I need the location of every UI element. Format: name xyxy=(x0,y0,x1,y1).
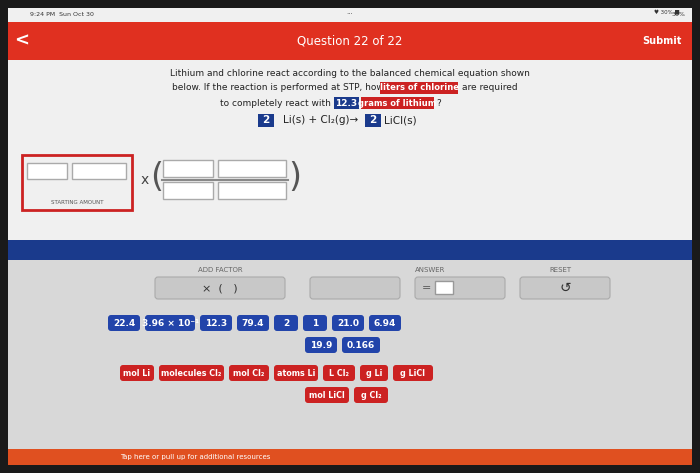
FancyBboxPatch shape xyxy=(520,277,610,299)
FancyBboxPatch shape xyxy=(159,365,224,381)
FancyBboxPatch shape xyxy=(369,315,401,331)
Text: 2: 2 xyxy=(370,115,377,125)
Text: Tap here or pull up for additional resources: Tap here or pull up for additional resou… xyxy=(120,454,270,460)
Text: 19.9: 19.9 xyxy=(310,341,332,350)
FancyBboxPatch shape xyxy=(108,315,140,331)
Text: ANSWER: ANSWER xyxy=(415,267,445,273)
Text: 2: 2 xyxy=(262,115,270,125)
FancyBboxPatch shape xyxy=(360,365,388,381)
FancyBboxPatch shape xyxy=(274,315,298,331)
Bar xyxy=(258,114,274,127)
Text: 12.3: 12.3 xyxy=(335,98,358,107)
FancyBboxPatch shape xyxy=(332,315,364,331)
Text: are required: are required xyxy=(462,84,517,93)
Text: 30%: 30% xyxy=(671,12,685,18)
FancyBboxPatch shape xyxy=(237,315,269,331)
Text: Question 22 of 22: Question 22 of 22 xyxy=(298,35,402,47)
Bar xyxy=(72,163,126,179)
Bar xyxy=(8,8,692,22)
Text: ADD FACTOR: ADD FACTOR xyxy=(197,267,242,273)
Text: 3.96 × 10⁻¹: 3.96 × 10⁻¹ xyxy=(141,318,199,327)
Text: Submit: Submit xyxy=(643,36,682,46)
Text: ...: ... xyxy=(346,9,354,15)
Text: liters of chlorine: liters of chlorine xyxy=(379,84,458,93)
Text: atoms Li: atoms Li xyxy=(276,368,315,377)
FancyBboxPatch shape xyxy=(354,387,388,403)
Bar xyxy=(8,22,692,60)
Bar xyxy=(435,281,453,294)
Text: 21.0: 21.0 xyxy=(337,318,359,327)
Text: (: ( xyxy=(150,160,164,193)
Text: below. If the reaction is performed at STP, how many: below. If the reaction is performed at S… xyxy=(172,84,412,93)
Text: 0.166: 0.166 xyxy=(347,341,375,350)
FancyBboxPatch shape xyxy=(415,277,505,299)
Text: L Cl₂: L Cl₂ xyxy=(329,368,349,377)
FancyBboxPatch shape xyxy=(342,337,380,353)
Text: 22.4: 22.4 xyxy=(113,318,135,327)
Text: ♥ 30% ■: ♥ 30% ■ xyxy=(654,9,680,15)
FancyBboxPatch shape xyxy=(393,365,433,381)
Bar xyxy=(218,160,286,177)
Text: STARTING AMOUNT: STARTING AMOUNT xyxy=(50,200,104,204)
Text: 12.3: 12.3 xyxy=(205,318,227,327)
Text: 1: 1 xyxy=(312,318,318,327)
Text: ↺: ↺ xyxy=(559,281,570,295)
Text: mol LiCl: mol LiCl xyxy=(309,391,345,400)
Bar xyxy=(8,260,692,457)
Text: ): ) xyxy=(288,160,302,193)
FancyBboxPatch shape xyxy=(229,365,269,381)
Text: RESET: RESET xyxy=(549,267,571,273)
Bar xyxy=(334,97,359,109)
Text: grams of lithium: grams of lithium xyxy=(358,98,437,107)
Text: LiCl(s): LiCl(s) xyxy=(384,115,416,125)
Bar xyxy=(22,155,132,210)
Text: Li(s) + Cl₂(g)→: Li(s) + Cl₂(g)→ xyxy=(283,115,358,125)
Text: 9:24 PM  Sun Oct 30: 9:24 PM Sun Oct 30 xyxy=(30,12,94,18)
Text: =: = xyxy=(422,283,431,293)
Bar xyxy=(380,82,458,94)
Bar xyxy=(365,114,381,127)
Text: g LiCl: g LiCl xyxy=(400,368,426,377)
Text: g Li: g Li xyxy=(366,368,382,377)
FancyBboxPatch shape xyxy=(310,277,400,299)
FancyBboxPatch shape xyxy=(200,315,232,331)
Text: <: < xyxy=(15,32,29,50)
FancyBboxPatch shape xyxy=(323,365,355,381)
Text: mol Cl₂: mol Cl₂ xyxy=(233,368,265,377)
Text: g Cl₂: g Cl₂ xyxy=(360,391,382,400)
Bar xyxy=(27,163,67,179)
Bar xyxy=(218,182,286,199)
Bar xyxy=(8,240,692,260)
Text: molecules Cl₂: molecules Cl₂ xyxy=(161,368,222,377)
Text: mol Li: mol Li xyxy=(123,368,150,377)
Bar xyxy=(163,182,213,199)
FancyBboxPatch shape xyxy=(145,315,195,331)
FancyBboxPatch shape xyxy=(120,365,154,381)
Text: 2: 2 xyxy=(283,318,289,327)
Bar xyxy=(163,160,213,177)
Text: ×  (   ): × ( ) xyxy=(202,283,238,293)
Bar xyxy=(8,449,692,465)
Text: x: x xyxy=(141,173,149,187)
FancyBboxPatch shape xyxy=(305,337,337,353)
Text: to completely react with: to completely react with xyxy=(220,98,331,107)
FancyBboxPatch shape xyxy=(305,387,349,403)
FancyBboxPatch shape xyxy=(155,277,285,299)
Bar xyxy=(8,60,692,240)
Text: 79.4: 79.4 xyxy=(241,318,265,327)
FancyBboxPatch shape xyxy=(303,315,327,331)
Text: Lithium and chlorine react according to the balanced chemical equation shown: Lithium and chlorine react according to … xyxy=(170,69,530,78)
FancyBboxPatch shape xyxy=(274,365,318,381)
Text: ?: ? xyxy=(436,98,441,107)
Bar xyxy=(361,97,434,109)
Text: 6.94: 6.94 xyxy=(374,318,396,327)
